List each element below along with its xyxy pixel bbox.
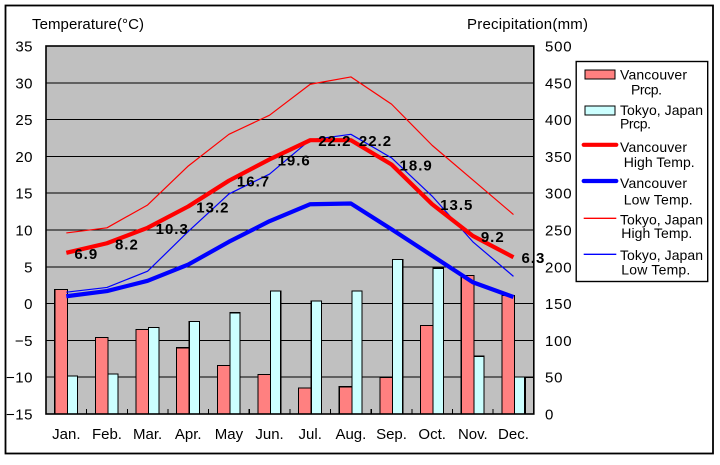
svg-text:High Temp.: High Temp. [621,225,692,241]
svg-text:450: 450 [545,75,572,92]
svg-text:19.6: 19.6 [278,152,311,169]
svg-text:High Temp.: High Temp. [624,154,695,170]
svg-text:6.3: 6.3 [521,250,545,267]
svg-text:−15: −15 [6,407,33,424]
svg-text:9.2: 9.2 [481,229,505,246]
svg-text:May: May [215,426,244,443]
svg-text:Nov.: Nov. [458,426,488,443]
svg-text:16.7: 16.7 [237,174,270,191]
svg-text:150: 150 [545,296,572,313]
svg-text:10.3: 10.3 [156,221,189,238]
svg-text:Sep.: Sep. [376,426,407,443]
svg-text:Vancouver: Vancouver [620,175,687,191]
svg-text:Dec.: Dec. [498,426,529,443]
svg-text:22.2: 22.2 [318,133,351,150]
svg-text:50: 50 [545,370,563,387]
svg-text:−5: −5 [15,333,33,350]
svg-text:10: 10 [15,223,33,240]
svg-text:300: 300 [545,186,572,203]
svg-text:5: 5 [24,259,33,276]
svg-text:30: 30 [15,75,33,92]
svg-text:0: 0 [545,407,554,424]
svg-text:Mar.: Mar. [133,426,162,443]
svg-text:Low Temp.: Low Temp. [624,191,693,207]
svg-text:8.2: 8.2 [115,236,139,253]
svg-text:Tokyo, Japan: Tokyo, Japan [620,211,703,227]
svg-text:Tokyo, Japan: Tokyo, Japan [620,247,703,263]
svg-text:−10: −10 [6,370,33,387]
svg-text:400: 400 [545,112,572,129]
svg-text:25: 25 [15,112,33,129]
svg-text:6.9: 6.9 [74,246,98,263]
svg-text:13.2: 13.2 [196,199,229,216]
svg-text:250: 250 [545,223,572,240]
svg-text:18.9: 18.9 [400,158,433,175]
svg-text:Feb.: Feb. [92,426,122,443]
svg-text:Precipitation(mm): Precipitation(mm) [467,16,588,33]
svg-text:Jul.: Jul. [299,426,322,443]
svg-text:Jan.: Jan. [52,426,80,443]
svg-text:Vancouver: Vancouver [620,139,687,155]
svg-text:Low Temp.: Low Temp. [621,261,690,277]
svg-text:Tokyo, Japan: Tokyo, Japan [620,102,703,118]
svg-text:13.5: 13.5 [440,197,473,214]
svg-text:500: 500 [545,39,572,56]
svg-text:Vancouver: Vancouver [620,67,687,83]
svg-text:Aug.: Aug. [335,426,366,443]
svg-text:0: 0 [24,296,33,313]
svg-text:100: 100 [545,333,572,350]
svg-text:35: 35 [15,39,33,56]
svg-text:Oct.: Oct. [418,426,446,443]
svg-text:15: 15 [15,186,33,203]
svg-text:Jun.: Jun. [255,426,283,443]
svg-text:20: 20 [15,149,33,166]
svg-text:Apr.: Apr. [175,426,202,443]
svg-text:22.2: 22.2 [359,133,392,150]
svg-text:Prcp.: Prcp. [620,116,651,132]
svg-text:350: 350 [545,149,572,166]
svg-text:Temperature(°C): Temperature(°C) [32,16,144,33]
svg-text:200: 200 [545,259,572,276]
svg-text:Prcp.: Prcp. [631,82,662,98]
